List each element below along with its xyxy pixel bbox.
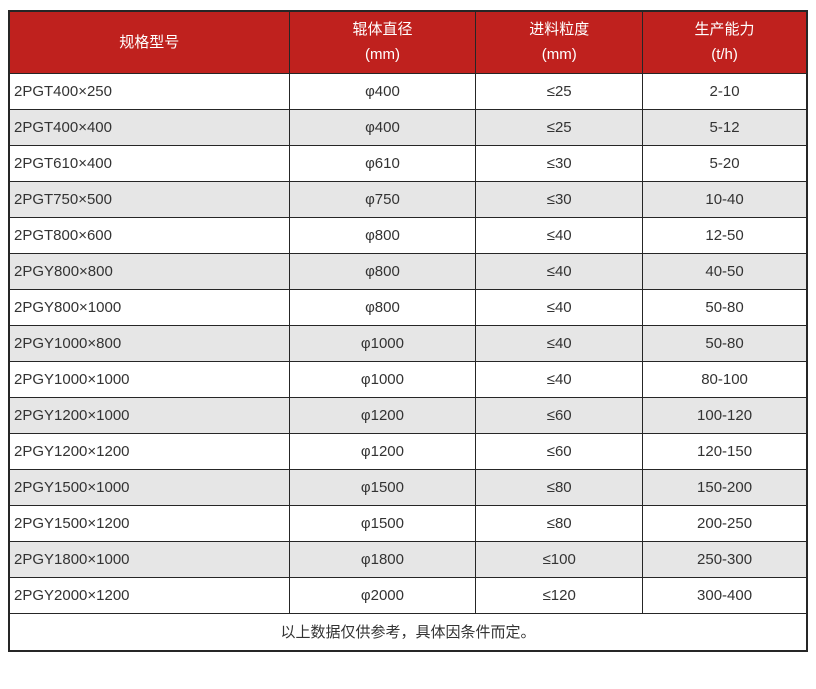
table-row: 2PGY1200×1000 φ1200 ≤60 100-120 [8,396,808,434]
capacity-cell: 5-20 [642,144,808,182]
roller-diameter-cell: φ1000 [288,360,477,398]
table-row: 2PGT610×400 φ610 ≤30 5-20 [8,144,808,182]
model-cell: 2PGT400×400 [8,108,290,146]
capacity-cell: 2-10 [642,72,808,110]
feed-size-cell: ≤40 [475,288,644,326]
footer-note: 以上数据仅供参考，具体因条件而定。 [8,612,808,652]
roller-diameter-cell: φ800 [288,252,477,290]
capacity-cell: 100-120 [642,396,808,434]
model-cell: 2PGY1000×800 [8,324,290,362]
header-line1: 生产能力 [694,21,755,39]
table-row: 2PGY1500×1000 φ1500 ≤80 150-200 [8,468,808,506]
capacity-cell: 200-250 [642,504,808,542]
capacity-cell: 150-200 [642,468,808,506]
capacity-cell: 120-150 [642,432,808,470]
header-capacity: 生产能力 (t/h) [642,10,808,74]
capacity-cell: 10-40 [642,180,808,218]
capacity-cell: 50-80 [642,288,808,326]
capacity-cell: 250-300 [642,540,808,578]
model-cell: 2PGY1200×1000 [8,396,290,434]
capacity-cell: 12-50 [642,216,808,254]
feed-size-cell: ≤40 [475,252,644,290]
header-model: 规格型号 [8,10,290,74]
spec-table-container: 规格型号 辊体直径 (mm) 进料粒度 (mm) 生产能力 (t/h) 2P [8,10,808,652]
feed-size-cell: ≤60 [475,396,644,434]
table-footer: 以上数据仅供参考，具体因条件而定。 [8,612,808,652]
table-row: 2PGT750×500 φ750 ≤30 10-40 [8,180,808,218]
model-cell: 2PGY1500×1200 [8,504,290,542]
model-cell: 2PGY1500×1000 [8,468,290,506]
table-row: 2PGT400×400 φ400 ≤25 5-12 [8,108,808,146]
model-cell: 2PGY800×1000 [8,288,290,326]
feed-size-cell: ≤100 [475,540,644,578]
feed-size-cell: ≤60 [475,432,644,470]
capacity-cell: 50-80 [642,324,808,362]
table-body: 2PGT400×250 φ400 ≤25 2-10 2PGT400×400 φ400 ≤25… [8,72,808,614]
roller-diameter-cell: φ800 [288,288,477,326]
footer-row: 以上数据仅供参考，具体因条件而定。 [8,612,808,652]
feed-size-cell: ≤40 [475,324,644,362]
table-row: 2PGY1000×1000 φ1000 ≤40 80-100 [8,360,808,398]
feed-size-cell: ≤40 [475,216,644,254]
roller-diameter-cell: φ400 [288,72,477,110]
table-row: 2PGY1500×1200 φ1500 ≤80 200-250 [8,504,808,542]
capacity-cell: 300-400 [642,576,808,614]
roller-diameter-cell: φ750 [288,180,477,218]
feed-size-cell: ≤30 [475,180,644,218]
roller-diameter-cell: φ1500 [288,468,477,506]
table-row: 2PGY800×800 φ800 ≤40 40-50 [8,252,808,290]
table-row: 2PGY800×1000 φ800 ≤40 50-80 [8,288,808,326]
header-line1: 辊体直径 [352,21,413,39]
table-row: 2PGY1000×800 φ1000 ≤40 50-80 [8,324,808,362]
roller-diameter-cell: φ1800 [288,540,477,578]
feed-size-cell: ≤30 [475,144,644,182]
feed-size-cell: ≤25 [475,108,644,146]
roller-diameter-cell: φ1000 [288,324,477,362]
table-header: 规格型号 辊体直径 (mm) 进料粒度 (mm) 生产能力 (t/h) [8,10,808,74]
header-line2: (t/h) [711,46,738,64]
model-cell: 2PGY1200×1200 [8,432,290,470]
roller-diameter-cell: φ2000 [288,576,477,614]
feed-size-cell: ≤40 [475,360,644,398]
capacity-cell: 5-12 [642,108,808,146]
feed-size-cell: ≤120 [475,576,644,614]
model-cell: 2PGY1000×1000 [8,360,290,398]
model-cell: 2PGT610×400 [8,144,290,182]
roller-crusher-spec-table: 规格型号 辊体直径 (mm) 进料粒度 (mm) 生产能力 (t/h) 2P [8,10,808,652]
model-cell: 2PGT400×250 [8,72,290,110]
header-line2: (mm) [541,46,577,64]
roller-diameter-cell: φ1200 [288,396,477,434]
header-roller-diameter: 辊体直径 (mm) [288,10,477,74]
feed-size-cell: ≤25 [475,72,644,110]
model-cell: 2PGY2000×1200 [8,576,290,614]
table-row: 2PGT400×250 φ400 ≤25 2-10 [8,72,808,110]
header-line2: (mm) [364,46,400,64]
feed-size-cell: ≤80 [475,468,644,506]
capacity-cell: 80-100 [642,360,808,398]
table-row: 2PGY1200×1200 φ1200 ≤60 120-150 [8,432,808,470]
model-cell: 2PGY800×800 [8,252,290,290]
feed-size-cell: ≤80 [475,504,644,542]
roller-diameter-cell: φ610 [288,144,477,182]
header-row: 规格型号 辊体直径 (mm) 进料粒度 (mm) 生产能力 (t/h) [8,10,808,74]
table-row: 2PGY2000×1200 φ2000 ≤120 300-400 [8,576,808,614]
header-feed-size: 进料粒度 (mm) [475,10,644,74]
capacity-cell: 40-50 [642,252,808,290]
model-cell: 2PGT750×500 [8,180,290,218]
model-cell: 2PGT800×600 [8,216,290,254]
roller-diameter-cell: φ1200 [288,432,477,470]
roller-diameter-cell: φ400 [288,108,477,146]
table-row: 2PGT800×600 φ800 ≤40 12-50 [8,216,808,254]
model-cell: 2PGY1800×1000 [8,540,290,578]
roller-diameter-cell: φ1500 [288,504,477,542]
header-line1: 规格型号 [119,33,180,51]
header-line1: 进料粒度 [529,21,590,39]
roller-diameter-cell: φ800 [288,216,477,254]
table-row: 2PGY1800×1000 φ1800 ≤100 250-300 [8,540,808,578]
